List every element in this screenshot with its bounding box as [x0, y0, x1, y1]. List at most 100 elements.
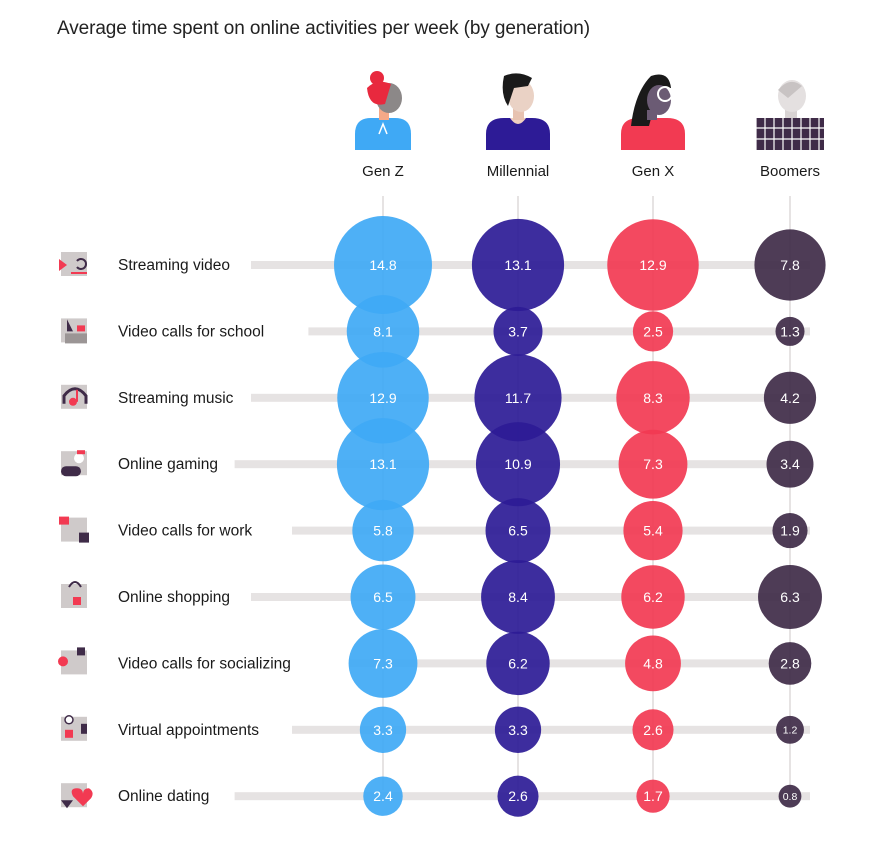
bubble	[632, 311, 674, 352]
generation-label: Gen Z	[362, 163, 404, 180]
bubble	[607, 219, 699, 311]
bubble	[632, 709, 674, 751]
value-label: 3.3	[508, 722, 528, 738]
bubble	[493, 306, 543, 356]
row-label: Streaming music	[118, 390, 234, 407]
video-call-work-icon	[59, 516, 89, 543]
virtual-appointment-icon	[61, 715, 87, 741]
value-label: 1.9	[780, 523, 800, 539]
headphones-music-icon	[61, 384, 88, 409]
bubble	[772, 513, 808, 549]
bubble	[623, 501, 683, 561]
bubble	[334, 216, 432, 314]
bubble	[359, 706, 407, 753]
dark-haired-person-icon	[486, 73, 550, 150]
shopping-bag-icon	[61, 581, 87, 608]
row-label: Virtual appointments	[118, 722, 259, 739]
row-labels: Streaming video Video calls for school Str…	[118, 257, 291, 805]
bubble	[497, 775, 539, 817]
row-track	[292, 725, 810, 734]
value-label: 1.2	[783, 725, 798, 737]
value-label: 13.1	[369, 456, 396, 472]
value-label: 8.1	[373, 323, 393, 339]
value-labels: 14.8 8.1 12.9 13.1 5.8 6.5 7.3 3.3 2.4 13.1 3.7 11.…	[369, 257, 800, 804]
bubble	[352, 499, 414, 562]
row-label: Online shopping	[118, 589, 230, 606]
bubble	[758, 565, 822, 629]
row-track	[292, 526, 810, 535]
bubble	[486, 631, 550, 696]
value-label: 6.2	[508, 655, 528, 671]
value-label: 10.9	[504, 456, 531, 472]
row-label: Video calls for work	[118, 523, 252, 540]
value-label: 0.8	[783, 791, 798, 803]
value-label: 2.8	[780, 655, 800, 671]
row-label: Video calls for socializing	[118, 655, 291, 672]
value-label: 11.7	[505, 390, 531, 406]
bubble	[350, 564, 416, 630]
video-call-school-icon	[61, 318, 87, 344]
value-label: 14.8	[369, 257, 396, 273]
generation-labels: Gen Z Millennial Gen X Boomers	[362, 163, 820, 180]
value-label: 6.3	[780, 589, 800, 605]
value-label: 12.9	[639, 257, 666, 273]
value-label: 3.4	[780, 456, 800, 472]
bubble	[494, 706, 542, 753]
bubble	[768, 642, 812, 685]
value-label: 6.5	[373, 589, 393, 605]
bubble	[475, 422, 561, 507]
bubble	[763, 371, 817, 424]
value-label: 4.8	[643, 655, 663, 671]
value-label: 2.6	[508, 788, 528, 804]
bubble	[337, 352, 429, 444]
bubble	[481, 560, 555, 634]
row-icons	[58, 252, 93, 809]
bubble	[776, 715, 804, 744]
value-label: 1.3	[780, 323, 800, 339]
bubble	[363, 776, 403, 816]
bubble	[618, 429, 688, 499]
value-label: 12.9	[369, 390, 396, 406]
bubble	[348, 628, 418, 698]
bubble	[485, 498, 551, 564]
generation-avatars	[355, 71, 824, 150]
generation-label: Millennial	[487, 163, 550, 180]
bubbles	[334, 216, 826, 817]
glasses-person-icon	[621, 74, 685, 150]
bubble	[636, 779, 670, 813]
bubble	[766, 440, 814, 488]
generation-label: Gen X	[632, 163, 675, 180]
row-label: Online dating	[118, 788, 209, 805]
value-label: 2.4	[373, 788, 393, 804]
bubble	[336, 418, 430, 511]
row-track	[308, 327, 810, 336]
value-label: 5.8	[373, 523, 393, 539]
value-label: 1.7	[643, 788, 663, 804]
row-label: Online gaming	[118, 456, 218, 473]
heart-dating-icon	[61, 783, 93, 809]
streaming-video-icon	[59, 252, 87, 276]
grey-haired-person-icon	[755, 80, 824, 150]
row-label: Streaming video	[118, 257, 230, 274]
value-label: 7.3	[373, 655, 393, 671]
page-title: Average time spent on online activities …	[57, 18, 590, 39]
row-track	[349, 659, 810, 668]
value-label: 6.2	[643, 589, 663, 605]
value-label: 7.8	[780, 257, 800, 273]
value-label: 2.6	[643, 722, 663, 738]
bubble	[471, 218, 565, 312]
game-controller-icon	[61, 450, 87, 477]
bubble	[621, 565, 685, 629]
bubble	[474, 354, 562, 442]
value-label: 3.7	[508, 323, 528, 339]
connector-lines	[382, 196, 791, 790]
generation-label: Boomers	[760, 163, 820, 180]
bubble	[346, 295, 420, 368]
bubble	[775, 316, 805, 346]
bubble	[616, 361, 690, 435]
value-label: 8.4	[508, 589, 528, 605]
value-label: 2.5	[643, 323, 663, 339]
bubble	[754, 229, 826, 301]
row-label: Video calls for school	[118, 323, 264, 340]
